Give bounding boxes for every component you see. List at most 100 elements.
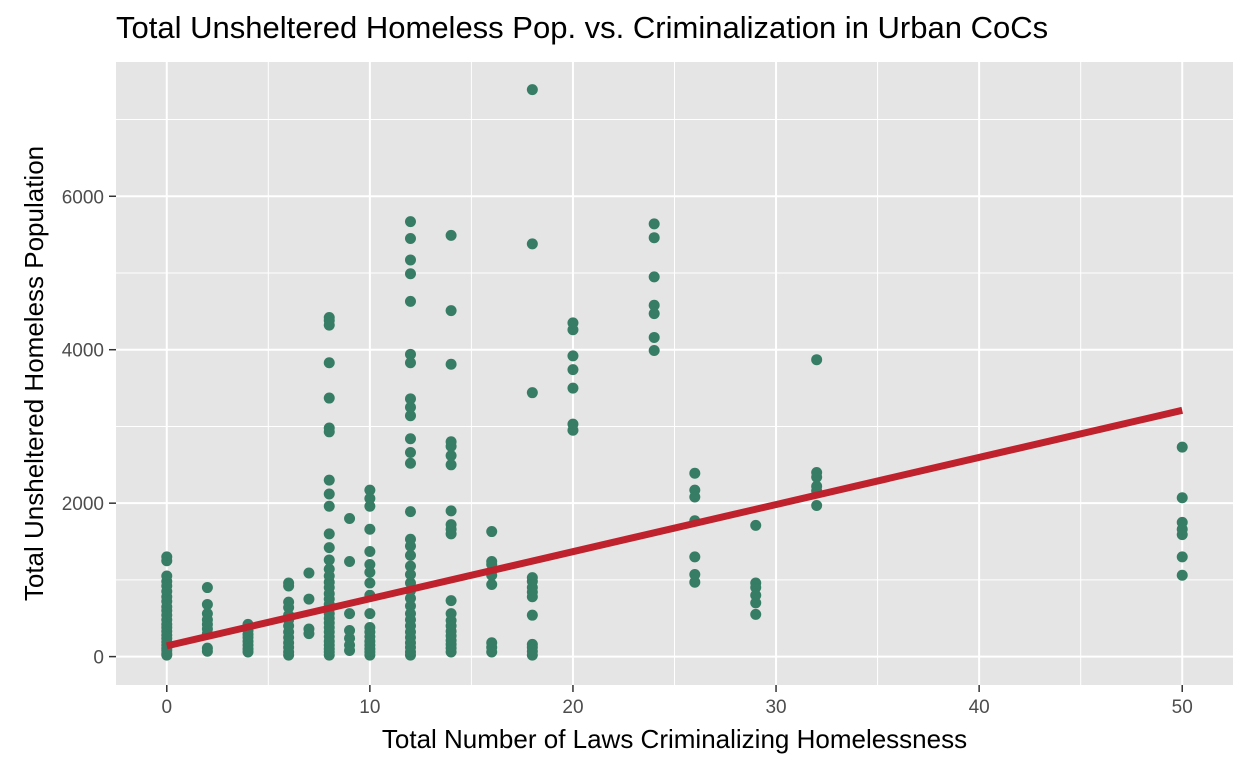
data-point: [445, 595, 457, 607]
data-point: [201, 582, 213, 594]
data-point: [404, 600, 416, 612]
data-point: [567, 324, 579, 336]
data-point: [323, 649, 335, 661]
y-tick-label: 0: [93, 648, 104, 669]
data-point: [404, 560, 416, 572]
data-point: [364, 484, 376, 496]
axis-ticks: [109, 195, 1183, 692]
data-point: [364, 566, 376, 578]
data-point: [750, 582, 762, 594]
x-tick-label: 20: [562, 697, 583, 718]
data-point: [445, 528, 457, 540]
data-point: [1176, 551, 1188, 563]
data-point: [323, 319, 335, 331]
data-point: [750, 597, 762, 609]
data-point: [445, 229, 457, 241]
data-point: [344, 608, 356, 620]
data-point: [404, 540, 416, 552]
data-point: [404, 393, 416, 405]
data-point: [526, 84, 538, 96]
data-point: [323, 488, 335, 500]
data-point: [344, 625, 356, 637]
chart-title: Total Unsheltered Homeless Pop. vs. Crim…: [116, 10, 1049, 45]
data-point: [811, 471, 823, 483]
x-tick-label: 0: [161, 697, 172, 718]
data-point: [323, 474, 335, 486]
data-point: [526, 649, 538, 661]
data-point: [486, 526, 498, 538]
data-point: [689, 551, 701, 563]
data-point: [648, 232, 660, 244]
data-point: [364, 649, 376, 661]
y-tick-label: 6000: [62, 187, 104, 208]
data-point: [526, 387, 538, 399]
data-point: [364, 546, 376, 557]
data-point: [303, 593, 315, 605]
data-point: [811, 354, 823, 366]
x-tick-label: 40: [969, 697, 990, 718]
data-point: [161, 649, 173, 661]
data-point: [526, 591, 538, 603]
data-point: [689, 467, 701, 479]
x-axis-label: Total Number of Laws Criminalizing Homel…: [382, 724, 967, 754]
data-point: [648, 331, 660, 343]
data-point: [648, 308, 660, 320]
data-point: [445, 305, 457, 317]
data-point: [404, 506, 416, 518]
data-point: [1176, 569, 1188, 581]
data-point: [648, 299, 660, 311]
data-point: [404, 216, 416, 228]
data-point: [567, 364, 579, 376]
data-point: [404, 433, 416, 445]
data-point: [323, 542, 335, 554]
data-point: [364, 493, 376, 505]
data-point: [648, 271, 660, 283]
data-point: [364, 500, 376, 512]
data-point: [201, 598, 213, 610]
data-point: [750, 519, 762, 531]
data-point: [404, 457, 416, 469]
data-point: [567, 350, 579, 362]
data-point: [1176, 529, 1188, 541]
data-point: [344, 644, 356, 656]
data-point: [404, 357, 416, 369]
data-point: [404, 268, 416, 280]
data-point: [404, 295, 416, 307]
data-point: [811, 499, 823, 511]
data-point: [323, 426, 335, 438]
data-point: [344, 513, 356, 525]
data-point: [445, 459, 457, 471]
data-point: [567, 382, 579, 394]
minor-gridlines: [116, 62, 1233, 685]
data-point: [323, 500, 335, 512]
data-point: [404, 592, 416, 604]
data-point: [689, 569, 701, 581]
data-point: [689, 491, 701, 503]
data-point: [364, 577, 376, 589]
data-point: [689, 576, 701, 588]
data-point: [404, 549, 416, 561]
data-point: [1176, 492, 1188, 504]
data-point: [201, 645, 213, 657]
data-point: [750, 608, 762, 620]
data-point: [445, 505, 457, 517]
data-point: [283, 602, 295, 614]
data-point: [364, 608, 376, 620]
data-point: [242, 646, 254, 658]
data-point: [364, 559, 376, 571]
data-point: [750, 589, 762, 601]
data-point: [283, 580, 295, 592]
data-point: [161, 555, 173, 567]
data-point: [1176, 441, 1188, 453]
data-point: [364, 523, 376, 535]
data-point: [404, 410, 416, 422]
x-tick-label: 30: [765, 697, 786, 718]
y-tick-label: 4000: [62, 341, 104, 362]
data-point: [445, 440, 457, 452]
data-point: [303, 628, 315, 640]
x-tick-label: 10: [359, 697, 380, 718]
data-point: [648, 218, 660, 230]
data-point: [323, 392, 335, 404]
data-point: [445, 646, 457, 658]
